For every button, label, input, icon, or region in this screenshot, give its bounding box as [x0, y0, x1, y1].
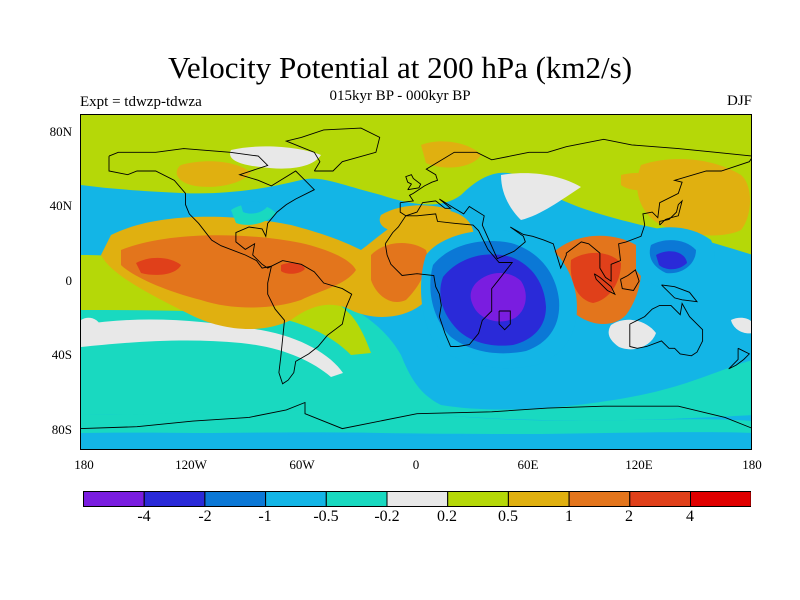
- chart-title: Velocity Potential at 200 hPa (km2/s): [167, 50, 633, 85]
- colorbar-label: -1: [258, 508, 272, 525]
- contour-region: [281, 262, 305, 274]
- colorbar-label: 0.5: [498, 508, 518, 525]
- colorbar-box: [690, 491, 751, 507]
- colorbar-box: [204, 491, 267, 507]
- lon-label-0: 0: [412, 457, 420, 472]
- lon-label-120w: 120W: [175, 457, 207, 472]
- map-svg: [81, 115, 751, 449]
- colorbar-box: [265, 491, 327, 507]
- experiment-label: Expt = tdwzp-tdwza: [80, 94, 202, 110]
- coastline: [267, 260, 353, 385]
- coastline: [284, 127, 381, 172]
- contour-region: [379, 205, 451, 233]
- contour-region: [656, 251, 687, 270]
- lat-label-40n: 40N: [49, 198, 72, 213]
- colorbar-label: 2: [625, 508, 633, 525]
- coastline: [661, 284, 699, 303]
- contour-region: [470, 272, 526, 322]
- lat-label-0: 0: [65, 273, 73, 288]
- coastline: [81, 401, 751, 430]
- contour-region: [501, 173, 581, 220]
- coastline: [728, 347, 751, 370]
- coastline: [384, 213, 514, 347]
- coastline: [593, 273, 616, 296]
- contour-region: [136, 257, 181, 275]
- coastline: [620, 269, 640, 291]
- colorbar-box: [507, 491, 570, 507]
- colorbar-label: -2: [198, 508, 212, 525]
- colorbar-label: 0.2: [437, 508, 457, 525]
- lon-label-120e: 120E: [625, 457, 653, 472]
- coastline: [498, 310, 511, 331]
- colorbar-box: [568, 491, 631, 507]
- contour-region: [637, 159, 750, 236]
- colorbar-label: -0.2: [374, 508, 400, 525]
- chart-subtitle: 015kyr BP - 000kyr BP: [329, 88, 471, 104]
- lon-label-60w: 60W: [289, 457, 315, 472]
- contour-region: [241, 201, 267, 214]
- contour-region: [81, 317, 101, 335]
- lat-label-80s: 80S: [51, 422, 72, 437]
- colorbar-label: -4: [137, 508, 151, 525]
- lat-label-40s: 40S: [51, 347, 72, 362]
- colorbar-box: [83, 491, 145, 507]
- colorbar-label: 1: [565, 508, 573, 525]
- coastline: [405, 174, 422, 191]
- coastlines: [81, 127, 751, 430]
- contour-region: [621, 173, 656, 191]
- lat-label-80n: 80N: [49, 124, 72, 139]
- colorbar-label: 4: [686, 508, 694, 525]
- colorbar-box: [386, 491, 449, 507]
- coastline: [629, 302, 704, 357]
- contour-fills: [81, 115, 751, 449]
- contour-region: [81, 432, 751, 449]
- contour-region: [176, 161, 251, 187]
- season-label: DJF: [726, 93, 752, 109]
- colorbar-box: [143, 491, 206, 507]
- colorbar-box: [629, 491, 691, 507]
- lon-label-180w: 180: [74, 457, 94, 472]
- contour-region: [608, 319, 656, 350]
- lon-label-180e: 180: [742, 457, 762, 472]
- lon-label-60e: 60E: [517, 457, 539, 472]
- colorbar: [83, 491, 751, 507]
- contour-region: [731, 317, 751, 334]
- colorbar-box: [325, 491, 388, 507]
- coastline: [108, 148, 316, 269]
- contour-region: [81, 319, 343, 377]
- colorbar-box: [447, 491, 509, 507]
- coastline: [659, 199, 683, 226]
- contour-region: [230, 146, 321, 169]
- colorbar-label: -0.5: [313, 508, 339, 525]
- contour-region: [121, 235, 356, 308]
- coastline: [399, 138, 751, 282]
- contour-region: [81, 408, 751, 437]
- velocity-potential-map: [80, 114, 752, 450]
